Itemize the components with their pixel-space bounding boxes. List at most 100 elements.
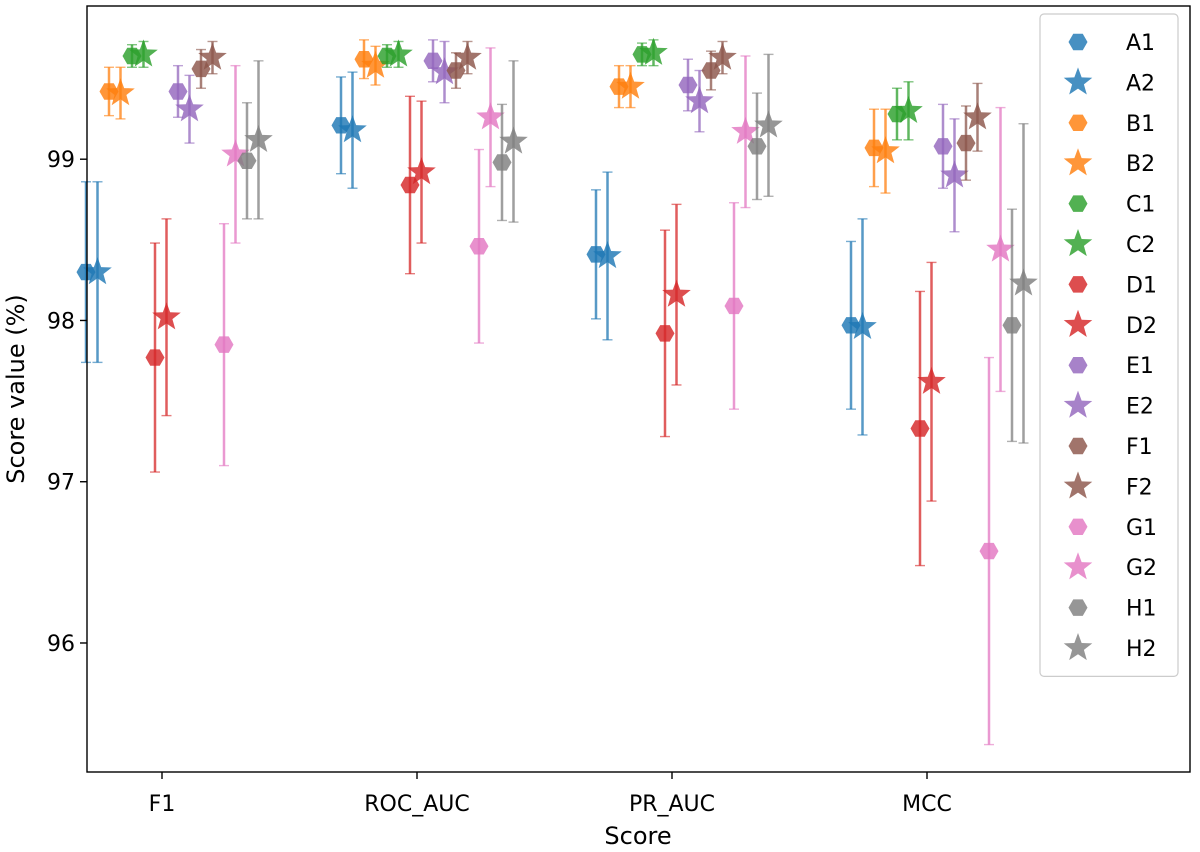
marker-f2-roc_auc [453,42,482,70]
marker-e2-roc_auc [430,57,459,85]
marker-h1-f1 [237,152,257,170]
legend-label-a1: A1 [1126,31,1155,56]
series-b2 [106,45,900,194]
marker-e1-f1 [168,83,188,100]
marker-d1-pr_auc [655,325,675,342]
marker-h2-f1 [244,124,273,152]
x-tick-label-f1: F1 [149,792,176,817]
series-d2 [152,100,946,502]
marker-f2-f1 [198,42,227,70]
legend-label-b2: B2 [1126,152,1155,177]
x-tick-label-mcc: MCC [902,792,952,817]
legend-marker-f1 [1068,437,1088,455]
y-axis: 96 97 98 99 [47,148,87,657]
legend-label-f1: F1 [1126,435,1153,460]
marker-g1-mcc [979,542,999,560]
marker-h1-mcc [1002,317,1022,334]
marker-e2-pr_auc [685,86,714,114]
series-f2 [198,40,992,152]
x-tick-label-pr_auc: PR_AUC [629,792,715,817]
series-g2 [221,47,1015,393]
marker-b2-mcc [871,136,900,164]
marker-g1-pr_auc [724,297,744,315]
x-axis-label: Score [604,822,671,850]
legend-label-e2: E2 [1126,395,1154,420]
legend-label-a2: A2 [1126,71,1155,96]
legend: A1 A2 B1 B2 C1 C2 D1 D2 E1 E2 F1 F2 G1 G2 H1 H2 [1039,13,1179,678]
marker-g2-roc_auc [476,102,505,130]
marker-d1-f1 [145,349,165,366]
legend-marker-d2 [1063,309,1093,337]
legend-label-f2: F2 [1126,475,1153,500]
legend-label-b1: B1 [1126,112,1155,137]
marker-a2-f1 [83,257,112,285]
legend-marker-e1 [1068,356,1088,374]
legend-marker-h2 [1063,633,1093,661]
marker-e2-mcc [940,160,969,188]
legend-label-d2: D2 [1126,314,1157,339]
legend-label-g1: G1 [1126,516,1157,541]
marker-g2-pr_auc [731,116,760,144]
marker-e1-pr_auc [678,76,698,94]
marker-b2-f1 [106,78,135,106]
series-e1 [168,39,953,189]
legend-marker-b2 [1063,148,1093,176]
marker-c2-f1 [129,39,158,67]
legend-marker-c1 [1068,195,1088,212]
legend-marker-g1 [1068,518,1088,536]
x-tick-label-roc_auc: ROC_AUC [364,792,469,817]
marker-g2-mcc [986,234,1015,262]
marker-f1-mcc [956,134,976,152]
series-h1 [237,92,1022,443]
series-c2 [129,37,923,141]
marker-h2-mcc [1009,268,1038,296]
marker-h1-pr_auc [747,138,767,155]
x-axis: F1 ROC_AUC PR_AUC MCC [149,772,952,817]
marker-d1-mcc [910,420,930,437]
marker-f2-mcc [963,102,992,130]
marker-e1-mcc [933,138,953,155]
legend-label-h1: H1 [1126,597,1157,622]
marker-h2-roc_auc [499,126,528,154]
legend-label-e1: E1 [1126,354,1154,379]
legend-marker-e2 [1063,390,1093,418]
marker-d2-f1 [152,302,181,330]
legend-label-c1: C1 [1126,193,1155,218]
marker-a2-mcc [848,311,877,340]
legend-marker-c2 [1063,229,1093,257]
y-axis-label: Score value (%) [2,294,30,484]
legend-marker-d1 [1068,276,1088,293]
legend-marker-b1 [1068,114,1088,132]
plot-frame [86,5,1191,773]
marker-b2-roc_auc [361,50,390,78]
legend-marker-a1 [1068,33,1088,51]
legend-label-d1: D1 [1126,273,1157,298]
legend-marker-g2 [1063,552,1093,580]
series-g1 [214,148,999,746]
marker-h2-pr_auc [754,110,783,138]
series-a1 [76,76,861,410]
plot-area [76,37,1038,746]
marker-e2-f1 [175,94,204,122]
marker-g1-f1 [214,336,234,353]
series-h2 [244,53,1038,444]
marker-d2-mcc [917,366,946,394]
legend-label-h2: H2 [1126,637,1157,662]
marker-d2-roc_auc [407,157,436,185]
y-tick-label-98: 98 [47,309,75,334]
marker-a1-mcc [841,317,861,334]
series-a2 [83,71,877,436]
marker-a2-roc_auc [338,115,367,143]
marker-c2-mcc [894,95,923,123]
legend-label-c2: C2 [1126,233,1155,258]
marker-b1-f1 [99,83,119,100]
marker-e1-roc_auc [423,52,443,70]
y-tick-label-96: 96 [47,632,75,657]
legend-label-g2: G2 [1126,556,1157,581]
y-tick-label-99: 99 [47,148,75,173]
legend-box [1039,13,1179,678]
legend-marker-h1 [1068,599,1088,616]
marker-g1-roc_auc [469,238,489,255]
